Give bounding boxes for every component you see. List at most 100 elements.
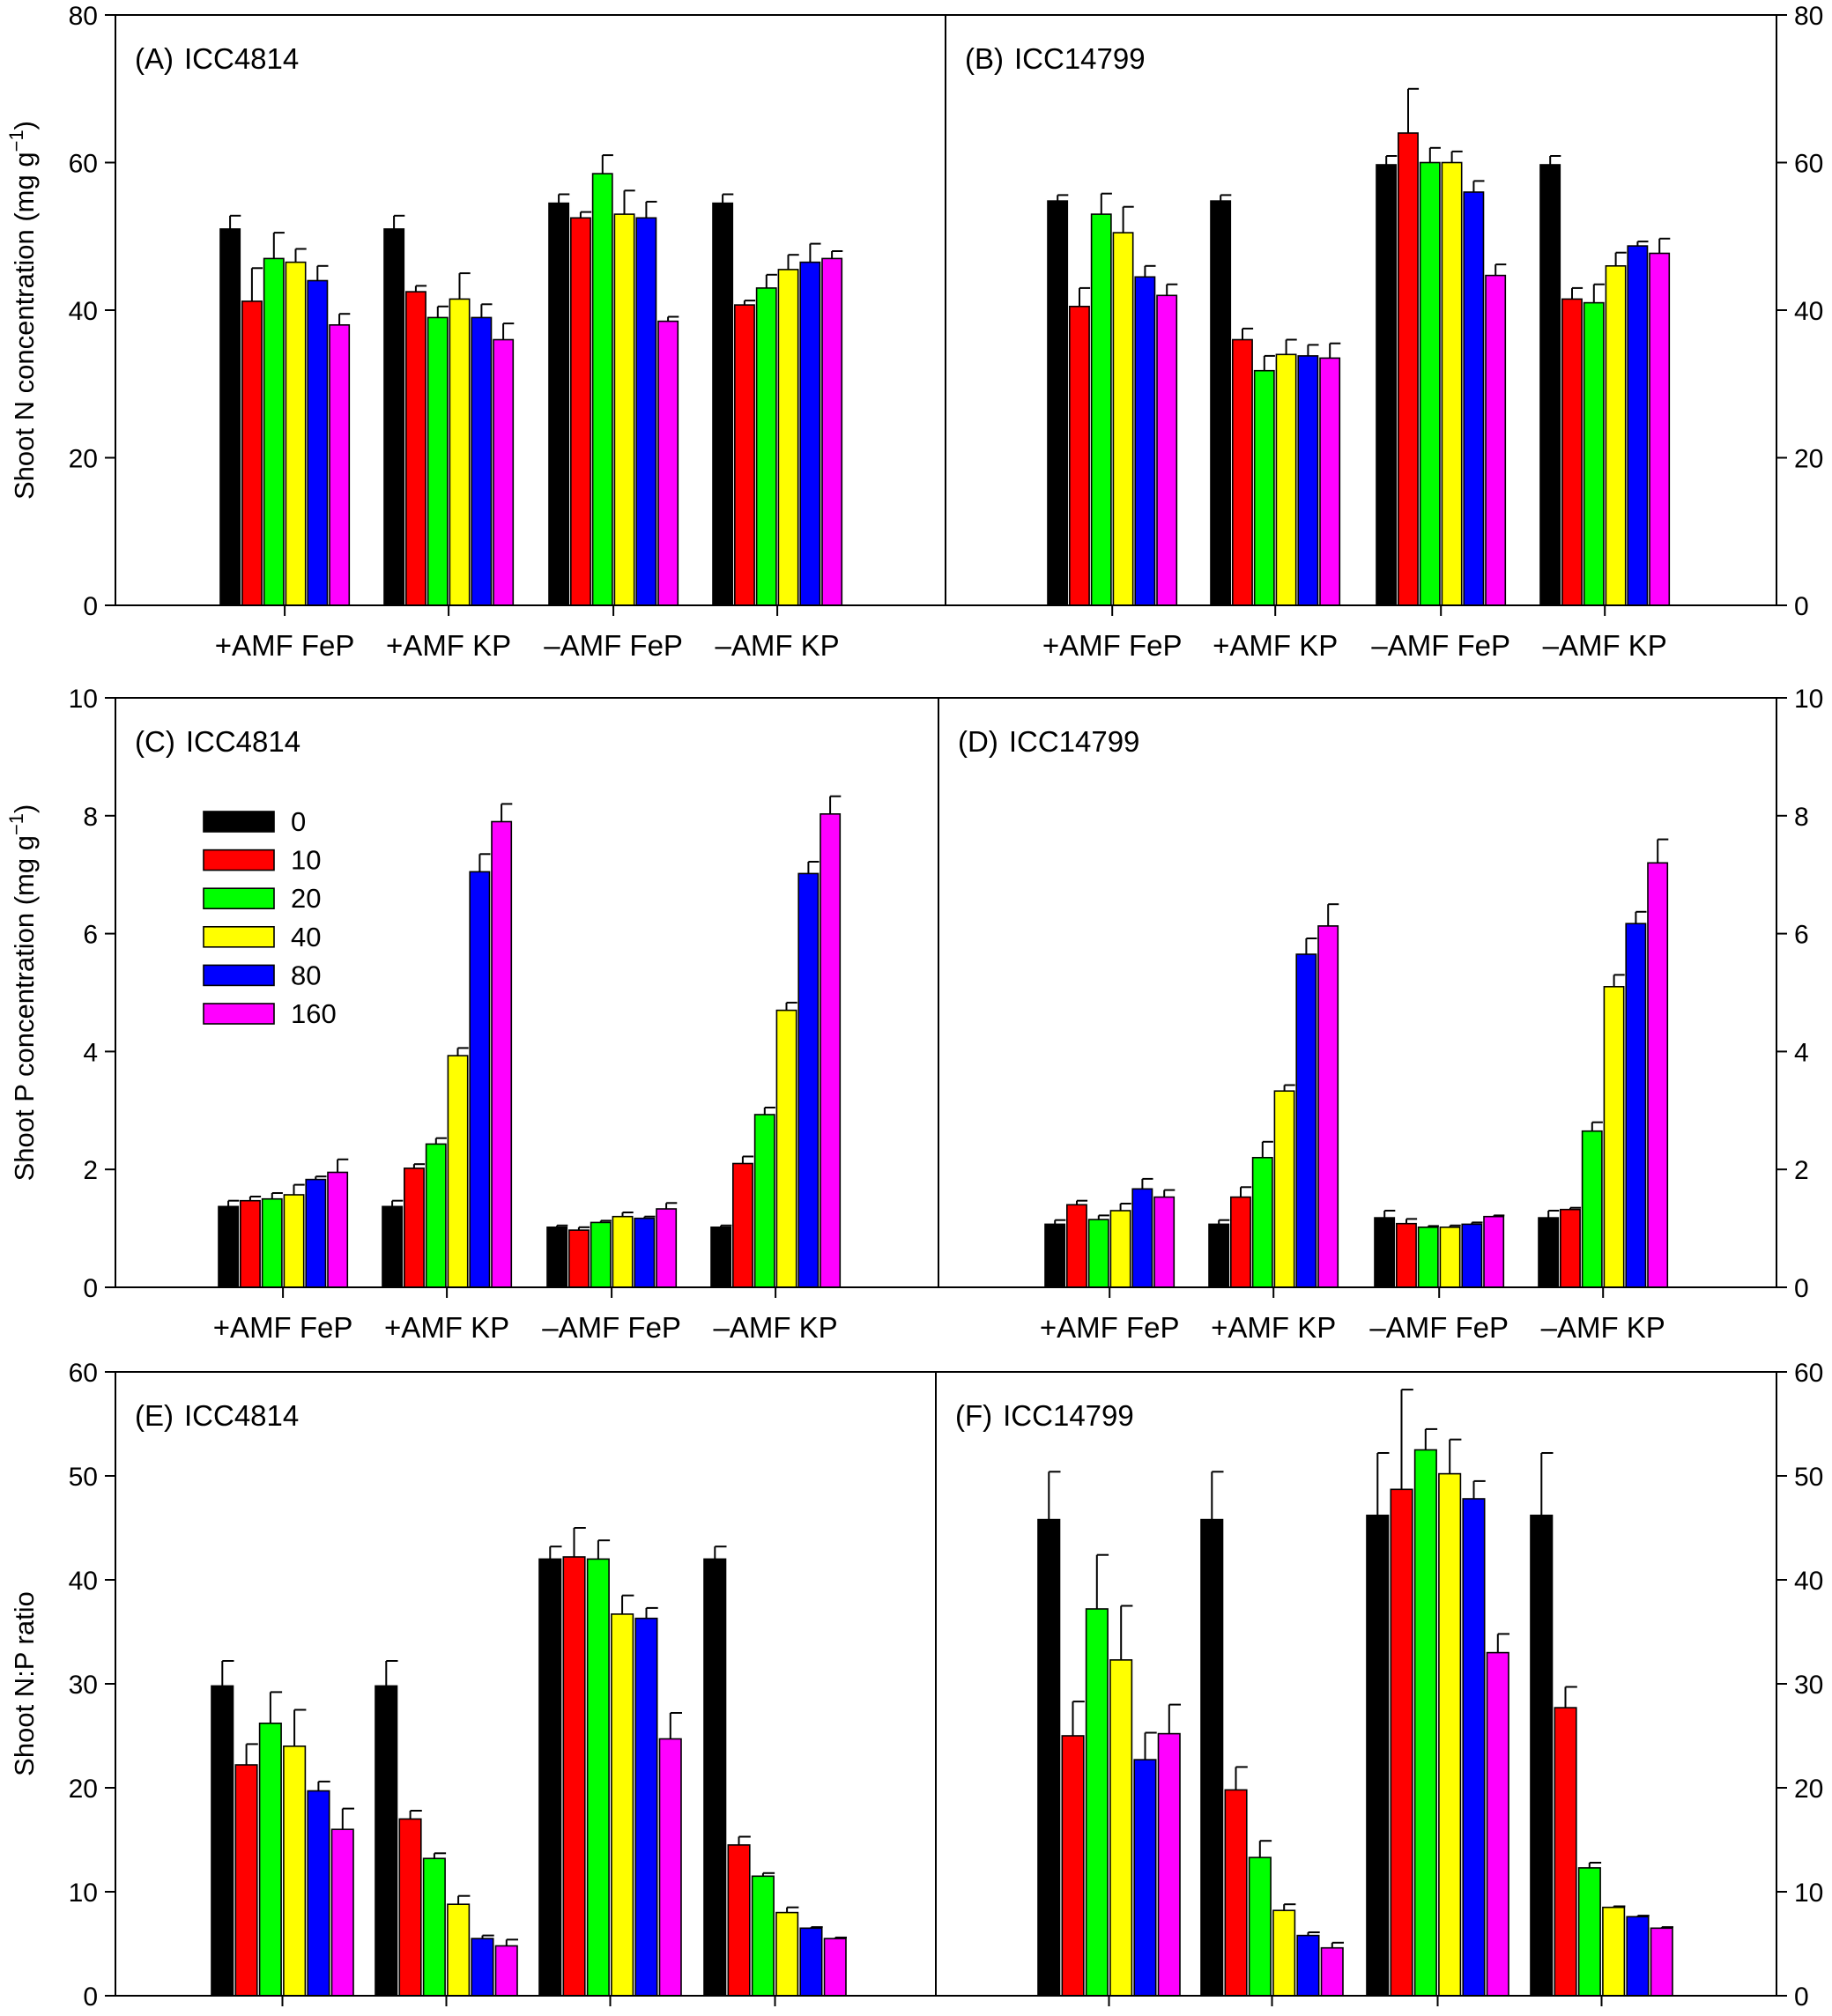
panel-letter: (C) bbox=[135, 725, 175, 758]
bar-c-1-40 bbox=[447, 1055, 469, 1288]
bar-c-2-80 bbox=[634, 1217, 656, 1288]
bar-a-0-160 bbox=[329, 323, 351, 606]
y-tick-label: 2 bbox=[1794, 1156, 1809, 1185]
bar-f-2-160 bbox=[1486, 1651, 1509, 1997]
legend-swatch-160 bbox=[203, 1003, 275, 1025]
bar-d-0-0 bbox=[1044, 1223, 1066, 1288]
bar-a-2-80 bbox=[635, 217, 657, 606]
bar-b-0-80 bbox=[1134, 276, 1156, 606]
bar-b-2-0 bbox=[1376, 164, 1398, 606]
legend-label: 10 bbox=[291, 845, 321, 876]
y-tick-label: 50 bbox=[1794, 1463, 1823, 1492]
bar-d-3-0 bbox=[1538, 1217, 1560, 1288]
bar-f-2-80 bbox=[1462, 1498, 1486, 1997]
y-tick-label: 4 bbox=[1794, 1038, 1809, 1067]
panel-d: 0 2 4 6 8 10 +AMF FeP +AMF KP –AMF FeP –AMF KP (D)… bbox=[938, 685, 1823, 1344]
category-label: +AMF FeP bbox=[1042, 629, 1183, 662]
bar-b-1-40 bbox=[1275, 353, 1297, 606]
bar-f-0-160 bbox=[1157, 1732, 1181, 1997]
bar-f-1-160 bbox=[1320, 1946, 1344, 1997]
bar-f-1-80 bbox=[1296, 1934, 1320, 1997]
bar-d-3-160 bbox=[1647, 862, 1669, 1288]
y-tick-label: 0 bbox=[83, 1983, 98, 2012]
bar-a-2-10 bbox=[569, 217, 591, 606]
y-tick-label: 6 bbox=[1794, 921, 1809, 950]
plot-frame bbox=[938, 697, 1777, 1288]
bar-c-3-160 bbox=[820, 812, 842, 1288]
bar-f-2-20 bbox=[1413, 1449, 1437, 1997]
bar-b-1-10 bbox=[1232, 338, 1253, 606]
y-tick-label: 0 bbox=[1794, 1274, 1809, 1303]
bar-b-2-40 bbox=[1441, 161, 1463, 606]
bar-b-3-80 bbox=[1627, 245, 1649, 606]
bar-c-1-10 bbox=[403, 1167, 425, 1288]
category-label: –AMF FeP bbox=[1369, 1311, 1509, 1344]
bar-e-3-20 bbox=[751, 1875, 775, 1997]
bar-d-0-20 bbox=[1087, 1219, 1109, 1288]
bar-e-1-40 bbox=[447, 1903, 471, 1997]
panel-letter: (D) bbox=[958, 725, 998, 758]
bar-d-2-80 bbox=[1461, 1223, 1483, 1288]
legend-label: 80 bbox=[291, 960, 321, 990]
y-tick-label: 0 bbox=[1794, 592, 1809, 621]
bar-a-3-160 bbox=[821, 257, 843, 606]
bar-b-0-160 bbox=[1156, 294, 1178, 606]
panel-name: ICC4814 bbox=[184, 1399, 299, 1432]
y-axis-label-sup: −1 bbox=[5, 130, 27, 152]
bar-f-0-0 bbox=[1037, 1518, 1061, 1997]
legend-label: 160 bbox=[291, 998, 337, 1029]
legend-swatch-20 bbox=[203, 887, 275, 910]
bar-d-2-10 bbox=[1396, 1222, 1417, 1288]
bar-b-1-160 bbox=[1319, 357, 1341, 606]
bar-e-2-20 bbox=[586, 1558, 610, 1997]
bar-f-2-40 bbox=[1438, 1472, 1462, 1997]
bar-d-2-20 bbox=[1417, 1227, 1439, 1288]
panel-c: 0 2 4 6 8 10 +AMF FeP +AMF KP –AMF FeP –AMF KP (C)… bbox=[5, 685, 939, 1344]
bar-d-1-0 bbox=[1208, 1223, 1230, 1288]
bar-a-1-80 bbox=[471, 316, 493, 606]
y-tick-label: 0 bbox=[83, 1274, 98, 1303]
bar-e-1-160 bbox=[494, 1945, 518, 1997]
y-tick-label: 20 bbox=[69, 445, 98, 474]
bar-c-0-160 bbox=[327, 1171, 349, 1288]
bar-a-0-10 bbox=[241, 300, 263, 606]
bar-e-2-40 bbox=[611, 1613, 634, 1997]
bar-b-0-20 bbox=[1090, 213, 1112, 606]
category-label: –AMF KP bbox=[1543, 629, 1667, 662]
bar-b-1-80 bbox=[1297, 355, 1319, 606]
bar-a-3-40 bbox=[777, 269, 799, 606]
bar-c-3-80 bbox=[797, 872, 820, 1288]
bar-d-1-160 bbox=[1317, 925, 1339, 1288]
bar-d-1-40 bbox=[1273, 1090, 1295, 1288]
bar-a-0-20 bbox=[263, 257, 285, 606]
bar-e-1-80 bbox=[471, 1938, 494, 1997]
category-label: –AMF FeP bbox=[542, 1311, 681, 1344]
bar-c-3-40 bbox=[775, 1009, 797, 1288]
bar-c-2-40 bbox=[612, 1215, 634, 1288]
bar-a-2-160 bbox=[657, 320, 679, 606]
bar-b-0-10 bbox=[1069, 305, 1090, 606]
bar-d-3-80 bbox=[1625, 923, 1647, 1288]
bar-f-3-0 bbox=[1530, 1515, 1554, 1997]
bar-a-0-0 bbox=[219, 228, 241, 606]
bar-f-3-10 bbox=[1554, 1707, 1577, 1997]
bar-a-1-160 bbox=[493, 338, 515, 606]
y-axis-label-text: Shoot N concentration (mg g bbox=[9, 152, 40, 500]
y-tick-label: 80 bbox=[69, 2, 98, 31]
bar-e-3-10 bbox=[727, 1844, 751, 1997]
bar-c-1-80 bbox=[469, 871, 491, 1288]
category-label: +AMF FeP bbox=[215, 629, 355, 662]
bar-f-3-160 bbox=[1650, 1927, 1673, 1997]
bar-b-2-160 bbox=[1485, 274, 1507, 606]
bar-b-0-0 bbox=[1047, 200, 1069, 606]
y-tick-label: 60 bbox=[1794, 150, 1823, 179]
bar-e-0-0 bbox=[211, 1685, 234, 1997]
y-tick-label: 8 bbox=[83, 803, 98, 832]
panel-label: (D) ICC14799 bbox=[958, 725, 1139, 758]
bar-c-0-10 bbox=[239, 1199, 261, 1288]
bar-d-2-160 bbox=[1483, 1215, 1505, 1288]
bar-a-0-80 bbox=[307, 279, 329, 606]
category-label: +AMF KP bbox=[386, 629, 511, 662]
